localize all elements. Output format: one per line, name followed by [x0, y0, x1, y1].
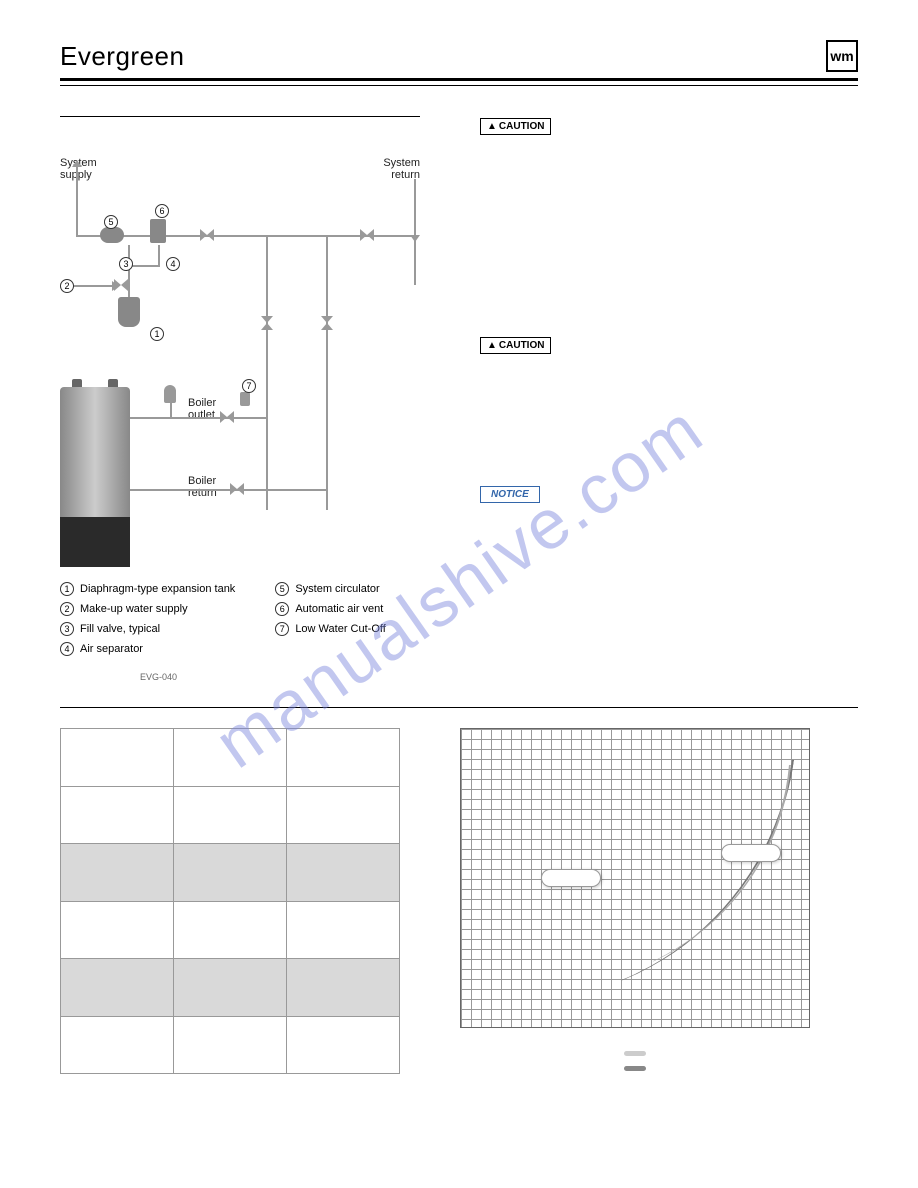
- header-title-wrap: Evergreen: [60, 41, 184, 72]
- piping-diagram: System supply System return Boiler outle…: [60, 137, 420, 567]
- air-separator-icon: [150, 219, 166, 243]
- legend-swatch-2: [624, 1066, 646, 1071]
- pipe: [130, 417, 268, 419]
- valve-icon: [114, 279, 128, 291]
- pipe: [414, 235, 416, 285]
- expansion-tank-icon: [118, 297, 140, 327]
- caution-badge-2: ▲CAUTION: [480, 337, 551, 354]
- valve-icon: [321, 316, 333, 330]
- table-row: [61, 729, 400, 787]
- legend-col-left: 1Diaphragm-type expansion tank 2Make-up …: [60, 582, 235, 682]
- label-boiler-return: Boiler return: [188, 475, 217, 499]
- header-rule: [60, 85, 858, 86]
- pipe: [266, 235, 326, 237]
- valve-icon: [220, 411, 234, 423]
- page-title: Evergreen: [60, 41, 184, 71]
- boiler-icon: [60, 387, 130, 567]
- callout-1: 1: [150, 327, 164, 341]
- boiler-body: [60, 387, 130, 517]
- lwco-icon: [240, 392, 250, 406]
- legend-item: 5System circulator: [275, 582, 385, 596]
- table-row: [61, 844, 400, 902]
- brand-logo: wm: [826, 40, 858, 72]
- chart-grid: [460, 728, 810, 1028]
- lower-section: [60, 728, 858, 1074]
- left-column: System supply System return Boiler outle…: [60, 116, 440, 682]
- pipe: [128, 245, 130, 300]
- figure-rule: [60, 116, 420, 117]
- chart-container: [460, 728, 810, 1074]
- vent-icon: [164, 385, 176, 403]
- table-row: [61, 959, 400, 1017]
- data-table: [60, 728, 400, 1074]
- section-divider: [60, 707, 858, 708]
- legend-swatch-1: [624, 1051, 646, 1056]
- legend-item: 3Fill valve, typical: [60, 622, 235, 636]
- valve-icon: [261, 316, 273, 330]
- pipe: [76, 165, 78, 235]
- pipe: [326, 235, 328, 510]
- diagram-code: EVG-040: [140, 672, 235, 682]
- callout-3: 3: [119, 257, 133, 271]
- legend-col-right: 5System circulator 6Automatic air vent 7…: [275, 582, 385, 682]
- legend-item: 6Automatic air vent: [275, 602, 385, 616]
- diagram-legend: 1Diaphragm-type expansion tank 2Make-up …: [60, 582, 440, 682]
- boiler-base: [60, 517, 130, 567]
- pipe: [266, 235, 268, 510]
- pipe: [414, 179, 416, 237]
- page-header: Evergreen wm: [60, 40, 858, 81]
- chart-label-pill: [721, 844, 781, 862]
- legend-item: 4Air separator: [60, 642, 235, 656]
- valve-icon: [230, 483, 244, 495]
- chart-label-pill: [541, 869, 601, 887]
- valve-icon: [360, 229, 374, 241]
- right-column: ▲CAUTION ▲CAUTION NOTICE: [480, 116, 858, 682]
- warning-triangle-icon: ▲: [487, 340, 497, 351]
- callout-2: 2: [60, 279, 74, 293]
- callout-6: 6: [155, 204, 169, 218]
- chart-legend: [460, 1048, 810, 1074]
- legend-item: 7Low Water Cut-Off: [275, 622, 385, 636]
- callout-5: 5: [104, 215, 118, 229]
- logo-text: wm: [830, 48, 853, 64]
- label-system-return: System return: [383, 157, 420, 181]
- pipe: [130, 489, 328, 491]
- circulator-pump-icon: [100, 227, 124, 243]
- legend-item: 1Diaphragm-type expansion tank: [60, 582, 235, 596]
- table-row: [61, 1016, 400, 1074]
- warning-triangle-icon: ▲: [487, 121, 497, 132]
- callout-7: 7: [242, 379, 256, 393]
- notice-badge: NOTICE: [480, 486, 540, 503]
- valve-icon: [200, 229, 214, 241]
- legend-item: 2Make-up water supply: [60, 602, 235, 616]
- caution-badge-1: ▲CAUTION: [480, 118, 551, 135]
- table-row: [61, 901, 400, 959]
- table-row: [61, 786, 400, 844]
- pipe: [158, 245, 160, 267]
- callout-4: 4: [166, 257, 180, 271]
